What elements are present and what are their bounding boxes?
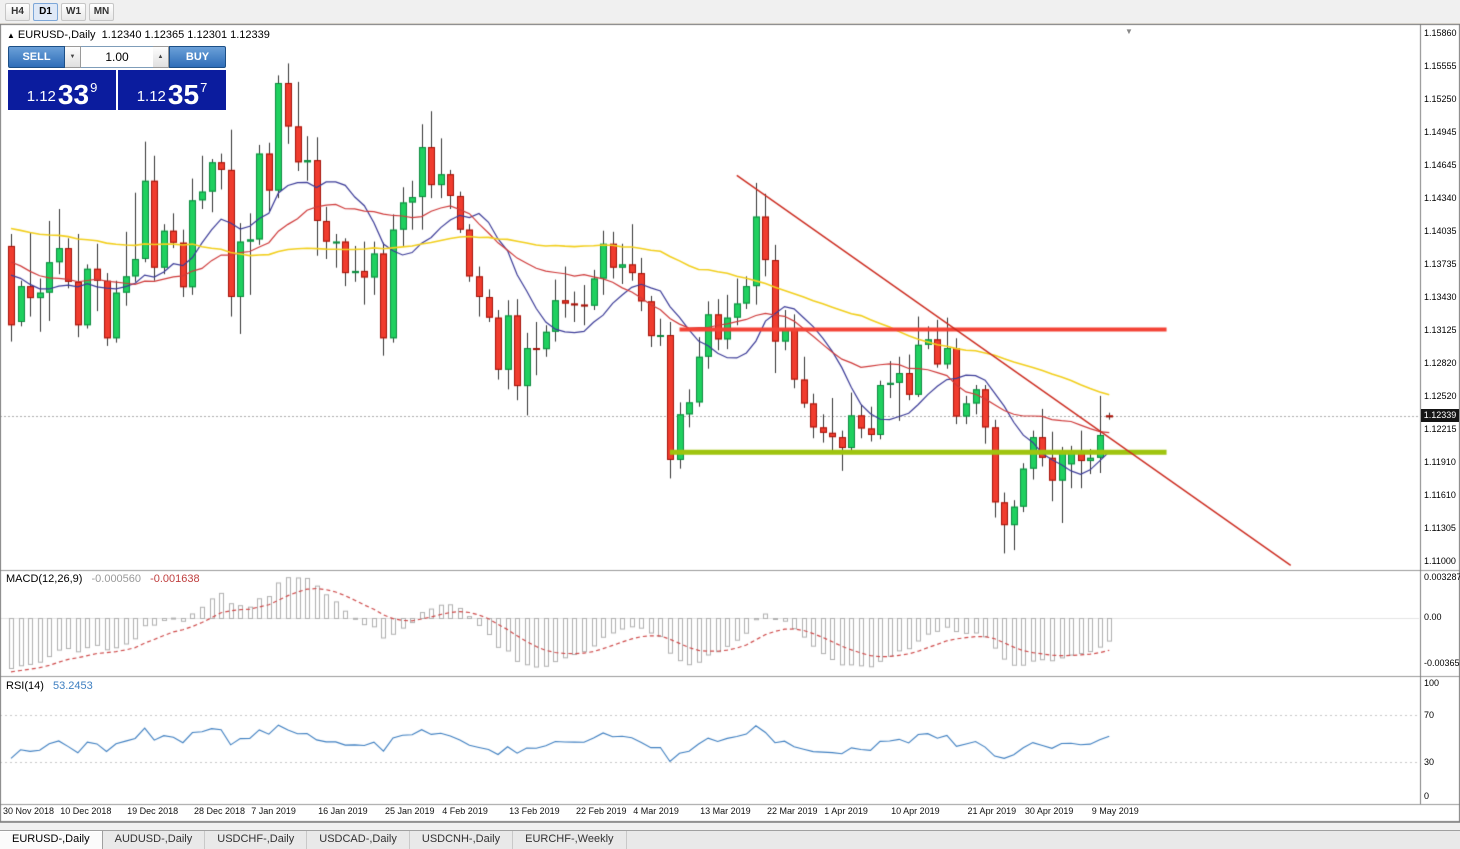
price-axis-label: 1.14945 xyxy=(1424,127,1457,138)
sell-quote-box[interactable]: 1.12 33 9 xyxy=(8,70,116,110)
price-axis-label: 1.12820 xyxy=(1424,358,1457,369)
chart-tab-usdchf[interactable]: USDCHF-,Daily xyxy=(205,831,308,849)
macd-name: MACD(12,26,9) xyxy=(6,573,83,585)
price-axis-label: 1.13430 xyxy=(1424,292,1457,302)
sell-button[interactable]: SELL xyxy=(8,46,65,68)
chart-tab-eurusd[interactable]: EURUSD-,Daily xyxy=(0,831,103,849)
timeframe-button-d1[interactable]: D1 xyxy=(33,2,58,21)
one-click-trading-panel: SELL ▼ ▲ BUY 1.12 33 9 1.12 35 7 xyxy=(8,46,226,110)
date-axis-label: 21 Apr 2019 xyxy=(967,806,1017,816)
rsi-name: RSI(14) xyxy=(6,680,44,692)
buy-button[interactable]: BUY xyxy=(169,46,226,68)
rsi-axis-30: 30 xyxy=(1424,757,1435,767)
macd-axis-zero: 0.00 xyxy=(1424,612,1442,622)
date-axis-label: 19 Dec 2018 xyxy=(127,806,179,816)
date-axis-label: 22 Feb 2019 xyxy=(576,806,627,816)
date-axis-label: 10 Dec 2018 xyxy=(60,806,112,816)
price-axis-label: 1.14035 xyxy=(1424,226,1457,237)
volume-up-button[interactable]: ▲ xyxy=(153,46,169,68)
price-axis-label: 1.15250 xyxy=(1424,94,1457,105)
date-axis-label: 25 Jan 2019 xyxy=(385,806,435,816)
price-axis-label: 1.11000 xyxy=(1424,556,1456,566)
macd-axis-min: -0.003655 xyxy=(1424,658,1460,668)
chart-title: ▲ EURUSD-,Daily 1.12340 1.12365 1.12301 1… xyxy=(7,29,270,41)
date-axis-label: 13 Feb 2019 xyxy=(509,806,560,816)
price-axis-label: 1.15860 xyxy=(1424,28,1457,38)
timeframe-toolbar: H4 D1 W1 MN xyxy=(0,0,1460,24)
volume-down-button[interactable]: ▼ xyxy=(65,46,81,68)
price-axis[interactable]: 1.15860 1.15555 1.15250 1.14945 1.14645 1.143… xyxy=(1421,0,1460,822)
pane-separator-macd[interactable] xyxy=(0,566,1420,572)
sell-big-figure: 1.12 xyxy=(26,88,56,105)
price-axis-label: 1.11610 xyxy=(1424,489,1456,500)
price-axis-label: 1.13735 xyxy=(1424,258,1457,269)
price-axis-label: 1.12520 xyxy=(1424,390,1457,401)
date-axis-label: 4 Mar 2019 xyxy=(633,806,679,816)
chart-ohlc-values: 1.12340 1.12365 1.12301 1.12339 xyxy=(101,29,270,41)
date-axis-label: 4 Feb 2019 xyxy=(442,806,488,816)
chart-tab-bar: EURUSD-,Daily AUDUSD-,Daily USDCHF-,Daily U… xyxy=(0,830,1460,849)
date-axis-label: 22 Mar 2019 xyxy=(767,806,818,816)
price-axis-label: 1.12215 xyxy=(1424,424,1457,434)
macd-main-value: -0.000560 xyxy=(91,573,142,585)
rsi-axis-70: 70 xyxy=(1424,710,1435,720)
rsi-axis-0: 0 xyxy=(1424,791,1430,801)
chart-tab-eurchf[interactable]: EURCHF-,Weekly xyxy=(513,831,627,849)
volume-input[interactable] xyxy=(81,46,153,68)
pane-separator-dates[interactable] xyxy=(0,800,1420,806)
macd-axis-max: 0.003287 xyxy=(1424,572,1460,582)
macd-signal-value: -0.001638 xyxy=(150,573,200,585)
date-axis-label: 30 Apr 2019 xyxy=(1024,806,1074,816)
rsi-value: 53.2453 xyxy=(52,680,93,692)
sell-pipette: 9 xyxy=(90,80,98,95)
timeframe-button-w1[interactable]: W1 xyxy=(61,2,86,21)
chart-surface[interactable] xyxy=(0,24,1460,822)
buy-quote-box[interactable]: 1.12 35 7 xyxy=(118,70,226,110)
date-axis-label: 28 Dec 2018 xyxy=(194,806,246,816)
buy-big-figure: 1.12 xyxy=(136,88,166,105)
timeframe-button-mn[interactable]: MN xyxy=(89,2,114,21)
price-axis-label: 1.14340 xyxy=(1424,193,1457,204)
pane-separator-rsi[interactable] xyxy=(0,672,1420,678)
price-axis-label: 1.11305 xyxy=(1424,522,1456,533)
date-axis-label: 13 Mar 2019 xyxy=(700,806,751,816)
rsi-indicator-title: RSI(14) 53.2453 xyxy=(6,680,93,692)
price-axis-label: 1.13125 xyxy=(1424,325,1457,336)
date-axis[interactable]: 30 Nov 2018 10 Dec 2018 19 Dec 2018 28 Dec … xyxy=(0,806,1420,820)
timeframe-buttons-group: H4 D1 W1 MN xyxy=(5,2,114,21)
date-axis-label: 16 Jan 2019 xyxy=(318,806,368,816)
date-axis-label: 1 Apr 2019 xyxy=(824,806,868,816)
rsi-axis-100: 100 xyxy=(1424,678,1440,688)
window-bottom-strip xyxy=(0,822,1460,830)
chart-tab-usdcnh[interactable]: USDCNH-,Daily xyxy=(410,831,514,849)
date-axis-label: 30 Nov 2018 xyxy=(3,806,55,816)
current-price-tag: 1.12339 xyxy=(1421,409,1459,422)
date-axis-label: 7 Jan 2019 xyxy=(251,806,296,816)
chart-symbol-period: EURUSD-,Daily xyxy=(17,29,96,41)
timeframe-button-h4[interactable]: H4 xyxy=(5,2,30,21)
price-axis-label: 1.15555 xyxy=(1424,61,1457,72)
macd-indicator-title: MACD(12,26,9) -0.000560 -0.001638 xyxy=(6,573,200,585)
buy-pipette: 7 xyxy=(200,80,208,95)
sell-pips: 33 xyxy=(57,78,90,110)
price-axis-label: 1.11910 xyxy=(1424,457,1456,468)
tick-up-icon: ▲ xyxy=(7,31,15,40)
chart-tab-audusd[interactable]: AUDUSD-,Daily xyxy=(103,831,206,849)
buy-pips: 35 xyxy=(167,78,200,110)
chart-tab-usdcad[interactable]: USDCAD-,Daily xyxy=(307,831,410,849)
chart-shift-icon: ▼ xyxy=(1125,27,1133,36)
date-axis-label: 9 May 2019 xyxy=(1091,806,1139,816)
date-axis-label: 10 Apr 2019 xyxy=(891,806,940,816)
price-axis-label: 1.14645 xyxy=(1424,160,1457,170)
